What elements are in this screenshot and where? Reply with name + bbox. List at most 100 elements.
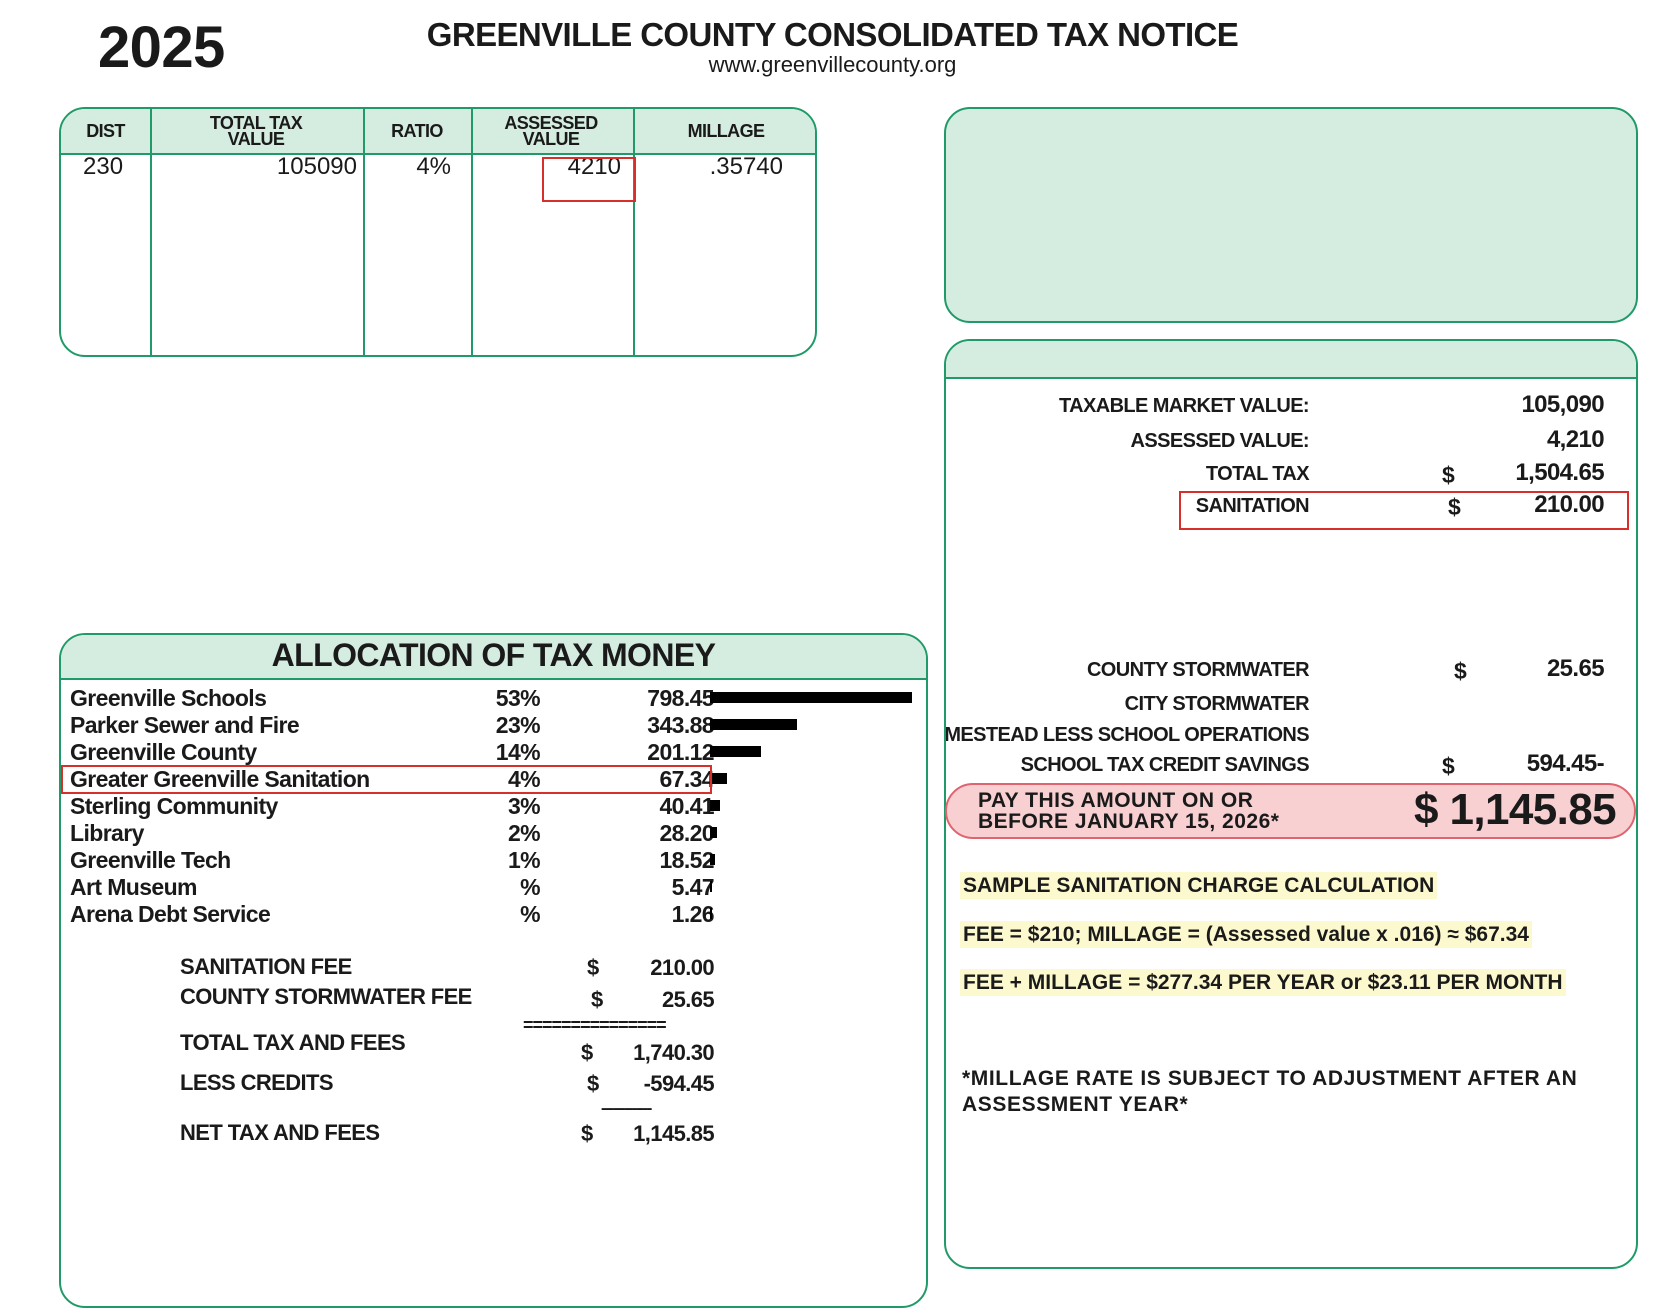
allocation-name: Parker Sewer and Fire (70, 712, 300, 738)
millage-note: *MILLAGE RATE IS SUBJECT TO ADJUSTMENT A… (962, 1066, 1577, 1118)
dollar-sign: $ (587, 1071, 599, 1096)
allocation-amount: 67.34 (659, 766, 714, 792)
adjustment-label: SCHOOL TAX CREDIT SAVINGS (1020, 754, 1310, 776)
total-tax-value: 105090 (276, 153, 357, 180)
allocation-title: ALLOCATION OF TAX MONEY (271, 637, 716, 673)
allocation-bar (710, 746, 761, 757)
adjustment-value: 25.65 (1546, 655, 1605, 682)
dollar-sign: $ (591, 987, 603, 1012)
allocation-name: Greenville County (70, 739, 257, 765)
allocation-percent: 4% (507, 766, 541, 792)
sanitation-highlight (1179, 491, 1629, 530)
allocation-bar (710, 692, 912, 703)
fee-value: -594.45 (643, 1071, 715, 1096)
fee-value: 1,145.85 (633, 1121, 714, 1146)
allocation-row: Parker Sewer and Fire 23% 343.88 (61, 712, 926, 739)
sample-line-2: FEE + MILLAGE = $277.34 PER YEAR or $23.… (960, 969, 1566, 996)
allocation-row: Library 2% 28.20 (61, 820, 926, 847)
allocation-percent: 3% (507, 793, 541, 819)
allocation-amount: 343.88 (647, 712, 714, 738)
dollar-sign: $ (1442, 462, 1455, 488)
allocation-name: Arena Debt Service (70, 901, 271, 927)
single-rule: ------------- (601, 1100, 652, 1117)
summary-label: SANITATION (1195, 495, 1310, 517)
dollar-sign: $ (1442, 753, 1455, 779)
dollar-sign: $ (581, 1121, 593, 1146)
ratio-value: 4% (416, 153, 451, 180)
millage-value: .35740 (709, 153, 783, 180)
pay-label-line2: BEFORE JANUARY 15, 2026* (978, 810, 1280, 833)
sample-line-1: FEE = $210; MILLAGE = (Assessed value x … (960, 921, 1532, 948)
allocation-amount: 201.12 (647, 739, 714, 765)
double-rule: =============== (523, 1015, 667, 1035)
allocation-bar (710, 827, 717, 838)
allocation-amount: 1.26 (671, 901, 715, 927)
allocation-amount: 40.41 (659, 793, 714, 819)
adjustment-label: COUNTY STORMWATER (1086, 659, 1310, 681)
tax-year: 2025 (98, 15, 225, 80)
address-panel (944, 107, 1638, 323)
sanitation-row-highlight (61, 765, 712, 794)
allocation-amount: 28.20 (659, 820, 714, 846)
allocation-bar (710, 800, 720, 811)
allocation-name: Greenville Tech (70, 847, 231, 873)
fee-value: 210.00 (650, 955, 714, 980)
dollar-sign: $ (1448, 494, 1461, 520)
summary-value: 1,504.65 (1515, 459, 1604, 486)
pay-amount-banner: PAY THIS AMOUNT ON OR BEFORE JANUARY 15,… (945, 783, 1636, 839)
fee-value: 25.65 (661, 987, 715, 1012)
allocation-row: Greenville Schools 53% 798.45 (61, 685, 926, 712)
adjustment-label: CITY STORMWATER (1124, 693, 1310, 715)
page-title: GREENVILLE COUNTY CONSOLIDATED TAX NOTIC… (426, 16, 1239, 53)
dist-value: 230 (83, 153, 124, 180)
fee-label: SANITATION FEE (180, 954, 352, 979)
allocation-bar (710, 881, 712, 892)
allocation-bar (710, 773, 727, 784)
column-header-assessed-value: ASSESSED VALUE (504, 113, 598, 149)
tax-summary-panel: TAXABLE MARKET VALUE: 105,090 ASSESSED VAL… (944, 339, 1638, 1269)
adjustment-label: HOMESTEAD LESS SCHOOL OPERATIONS (944, 724, 1310, 746)
allocation-percent: 23% (495, 712, 541, 738)
property-table: DIST TOTAL TAX VALUE RATIO ASSESSED VALU… (59, 107, 817, 357)
fee-label: LESS CREDITS (180, 1070, 334, 1095)
pay-amount: $ 1,145.85 (1414, 785, 1617, 834)
allocation-amount: 18.52 (659, 847, 714, 873)
summary-value: 4,210 (1546, 426, 1605, 453)
allocation-amount: 5.47 (671, 874, 715, 900)
allocation-row: Sterling Community 3% 40.41 (61, 793, 926, 820)
dollar-sign: $ (587, 955, 599, 980)
column-header-millage: MILLAGE (687, 121, 765, 141)
allocation-percent: 53% (495, 685, 541, 711)
millage-note-line1: *MILLAGE RATE IS SUBJECT TO ADJUSTMENT A… (962, 1067, 1578, 1090)
allocation-percent: 2% (507, 820, 541, 846)
allocation-row: Greenville County 14% 201.12 (61, 739, 926, 766)
fee-label: NET TAX AND FEES (180, 1120, 380, 1145)
column-header-total-tax-value: TOTAL TAX VALUE (209, 113, 303, 149)
allocation-percent: 14% (495, 739, 541, 765)
fee-label: COUNTY STORMWATER FEE (180, 984, 472, 1009)
allocation-name: Library (70, 820, 144, 846)
summary-label: TAXABLE MARKET VALUE: (1059, 395, 1310, 417)
adjustment-value: 594.45- (1526, 750, 1605, 777)
allocation-percent: % (520, 901, 540, 927)
sample-title: SAMPLE SANITATION CHARGE CALCULATION (960, 872, 1438, 899)
summary-value: 105,090 (1521, 391, 1604, 418)
millage-note-line2: ASSESSMENT YEAR* (962, 1093, 1189, 1116)
allocation-name: Greenville Schools (70, 685, 267, 711)
dollar-sign: $ (581, 1040, 593, 1065)
fee-value: 1,740.30 (633, 1040, 714, 1065)
allocation-row: Greater Greenville Sanitation 4% 67.34 (61, 766, 926, 793)
dollar-sign: $ (1454, 658, 1467, 684)
allocation-bar (710, 854, 715, 865)
summary-value: 210.00 (1534, 491, 1604, 518)
assessed-value-highlight (542, 157, 636, 202)
website-link[interactable]: www.greenvillecounty.org (708, 52, 957, 77)
fee-label: TOTAL TAX AND FEES (180, 1030, 406, 1055)
summary-label: TOTAL TAX (1205, 463, 1310, 485)
allocation-name: Greater Greenville Sanitation (70, 766, 370, 792)
allocation-bar (710, 908, 712, 919)
allocation-name: Sterling Community (70, 793, 278, 819)
allocation-row: Greenville Tech 1% 18.52 (61, 847, 926, 874)
allocation-percent: % (520, 874, 540, 900)
